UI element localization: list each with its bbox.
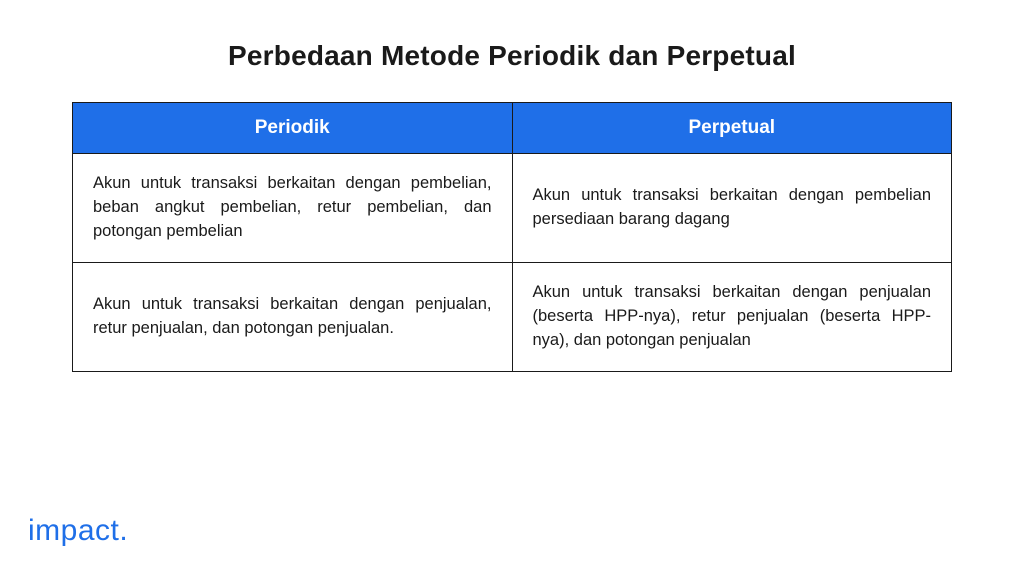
- cell-perpetual-r1: Akun untuk transaksi berkaitan dengan pe…: [512, 154, 952, 263]
- col-header-perpetual: Perpetual: [512, 103, 952, 154]
- table-row: Akun untuk transaksi berkaitan dengan pe…: [73, 154, 952, 263]
- table-header-row: Periodik Perpetual: [73, 103, 952, 154]
- table-row: Akun untuk transaksi berkaitan dengan pe…: [73, 262, 952, 371]
- cell-perpetual-r2: Akun untuk transaksi berkaitan dengan pe…: [512, 262, 952, 371]
- brand-logo: impact.: [28, 514, 128, 548]
- cell-periodik-r2: Akun untuk transaksi berkaitan dengan pe…: [73, 262, 513, 371]
- page-root: Perbedaan Metode Periodik dan Perpetual …: [0, 0, 1024, 576]
- comparison-table: Periodik Perpetual Akun untuk transaksi …: [72, 102, 952, 372]
- page-title: Perbedaan Metode Periodik dan Perpetual: [72, 40, 952, 72]
- cell-periodik-r1: Akun untuk transaksi berkaitan dengan pe…: [73, 154, 513, 263]
- col-header-periodik: Periodik: [73, 103, 513, 154]
